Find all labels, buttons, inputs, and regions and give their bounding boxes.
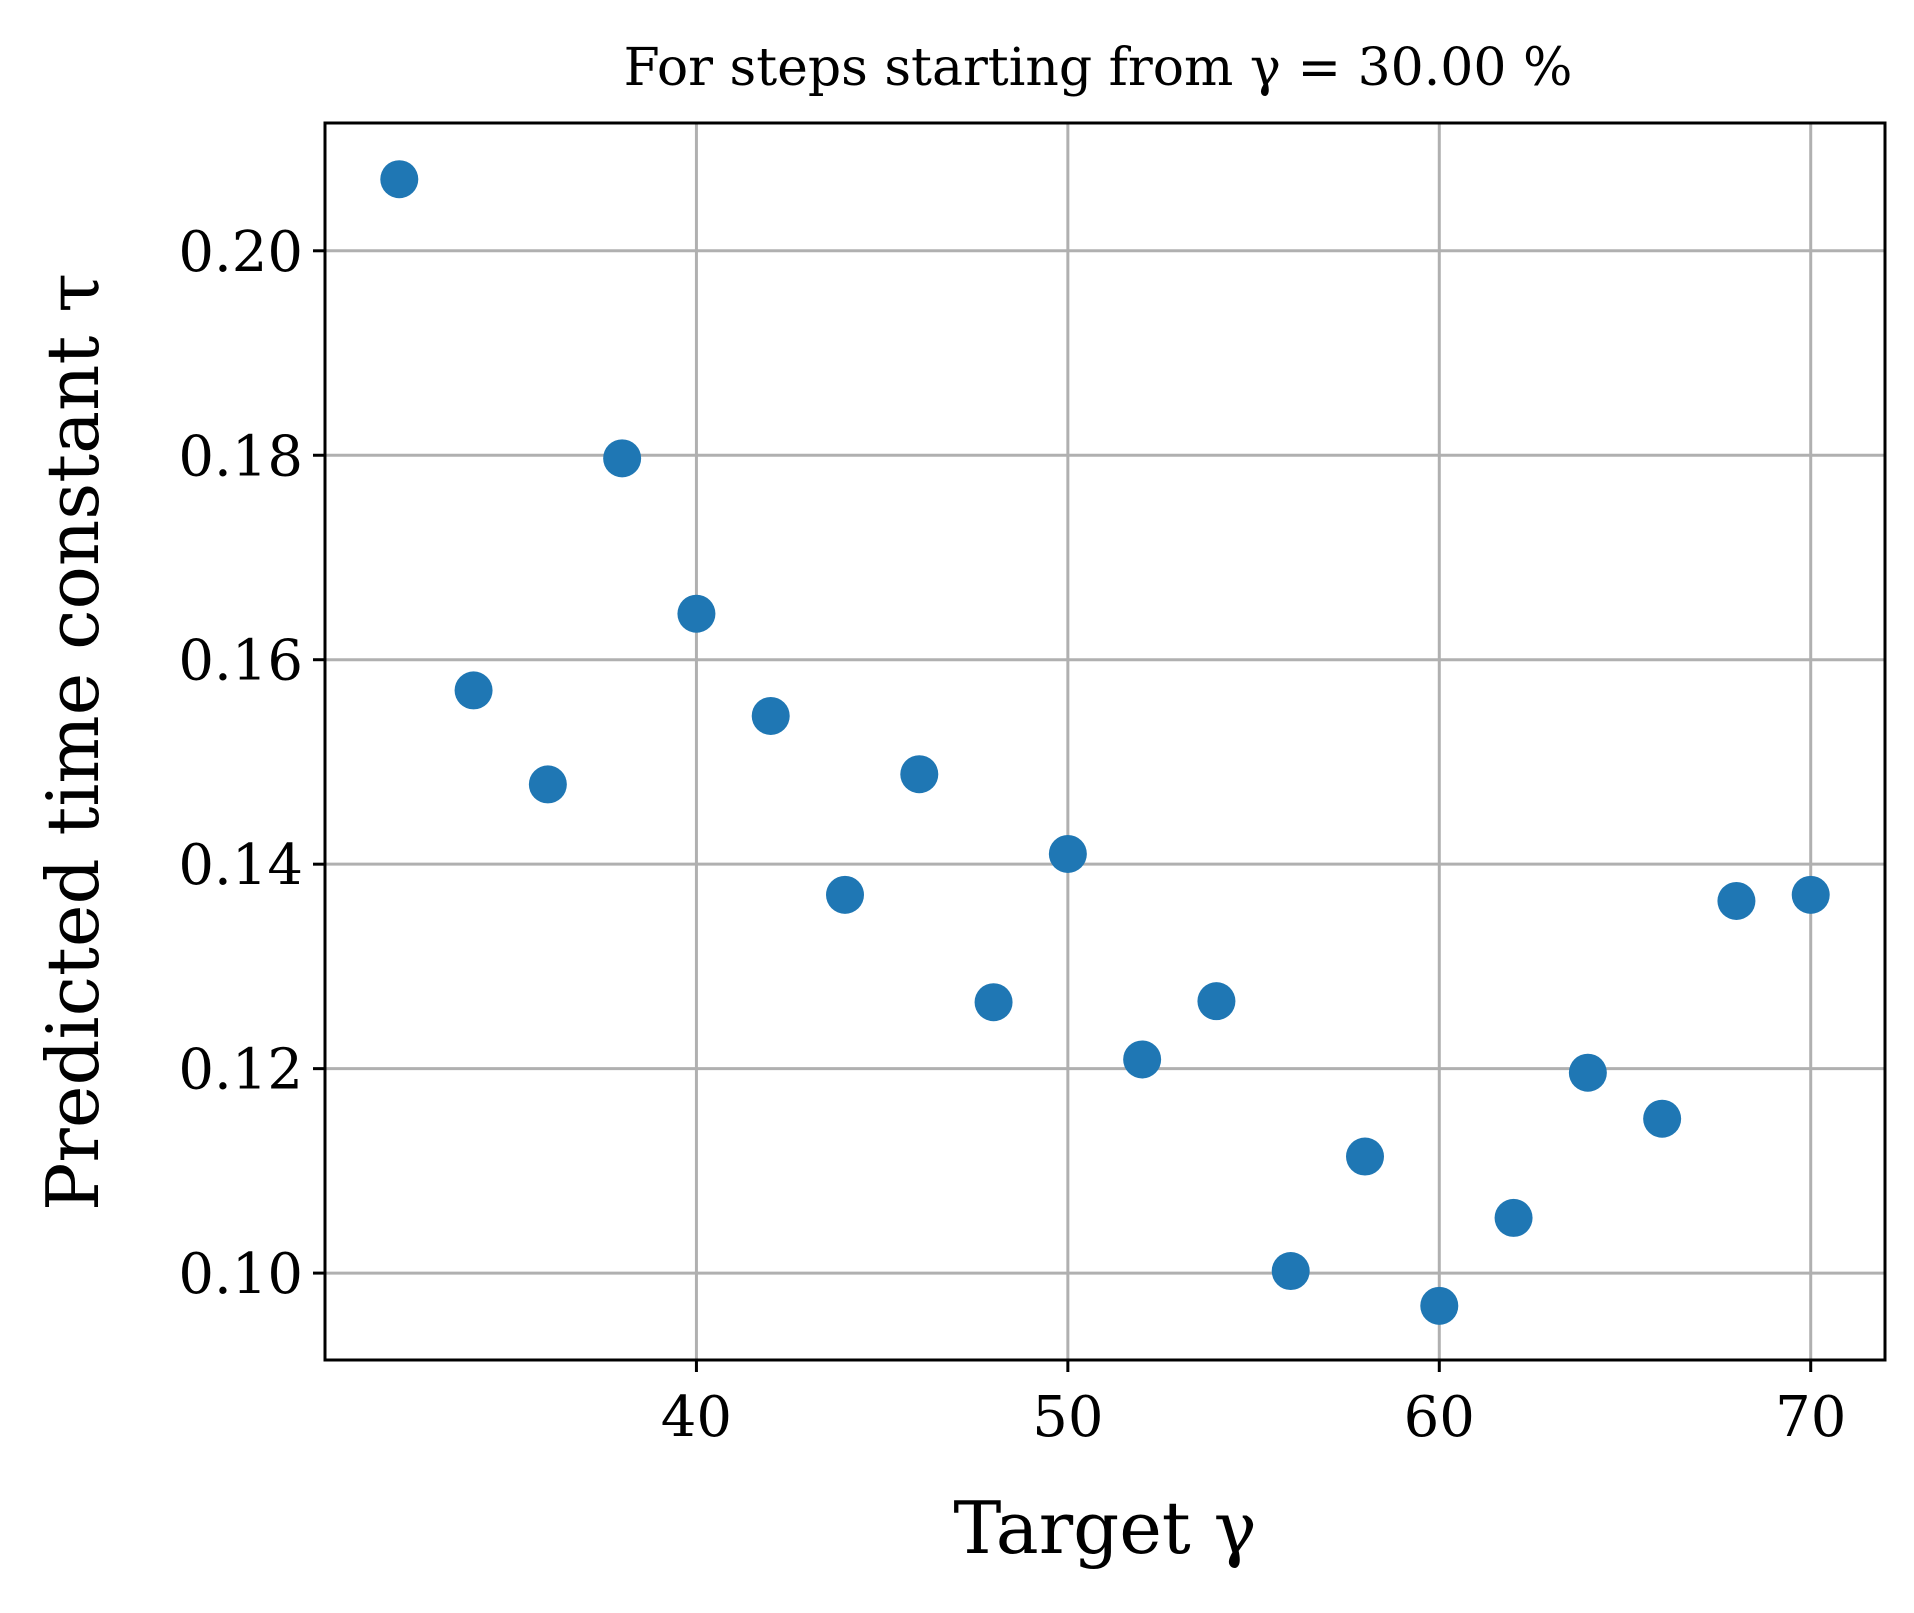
y-tick-label: 0.20 <box>178 220 303 285</box>
grid-layer <box>325 123 1885 1360</box>
data-point <box>677 594 716 633</box>
y-tick-label: 0.10 <box>178 1242 303 1307</box>
data-point <box>603 439 642 478</box>
data-point <box>974 983 1013 1022</box>
y-tick-label: 0.16 <box>178 629 303 694</box>
y-axis-label: Predicted time constant τ <box>31 273 115 1211</box>
x-axis-label: Target γ <box>953 1486 1256 1570</box>
data-point <box>528 765 567 804</box>
data-point <box>1048 834 1087 873</box>
plot-frame <box>323 121 1887 1362</box>
data-point <box>1643 1099 1682 1138</box>
data-point <box>1420 1286 1459 1325</box>
x-tick-label: 50 <box>1032 1385 1103 1450</box>
data-point <box>826 875 864 914</box>
data-point <box>380 160 419 199</box>
data-point <box>751 696 790 735</box>
x-tick-label: 40 <box>661 1385 732 1450</box>
data-point <box>900 755 939 794</box>
data-point <box>1271 1252 1310 1291</box>
data-point <box>1568 1053 1607 1092</box>
points-layer <box>380 160 1830 1325</box>
data-point <box>454 671 493 710</box>
chart-title: For steps starting from γ = 30.00 % <box>624 38 1573 98</box>
data-point <box>1494 1198 1533 1237</box>
data-point <box>1123 1040 1162 1079</box>
x-tick-label: 60 <box>1404 1385 1475 1450</box>
x-tick-label: 70 <box>1775 1385 1846 1450</box>
data-point <box>1717 881 1756 920</box>
tick-layer: 40 50 60 70 0.10 0.12 0.14 0.16 0.18 0.20 <box>178 220 1846 1450</box>
y-tick-label: 0.18 <box>178 424 303 489</box>
y-tick-label: 0.14 <box>178 833 303 898</box>
data-point <box>1791 875 1830 914</box>
data-point <box>1346 1137 1384 1176</box>
y-tick-label: 0.12 <box>178 1038 303 1103</box>
data-point <box>1197 982 1236 1021</box>
